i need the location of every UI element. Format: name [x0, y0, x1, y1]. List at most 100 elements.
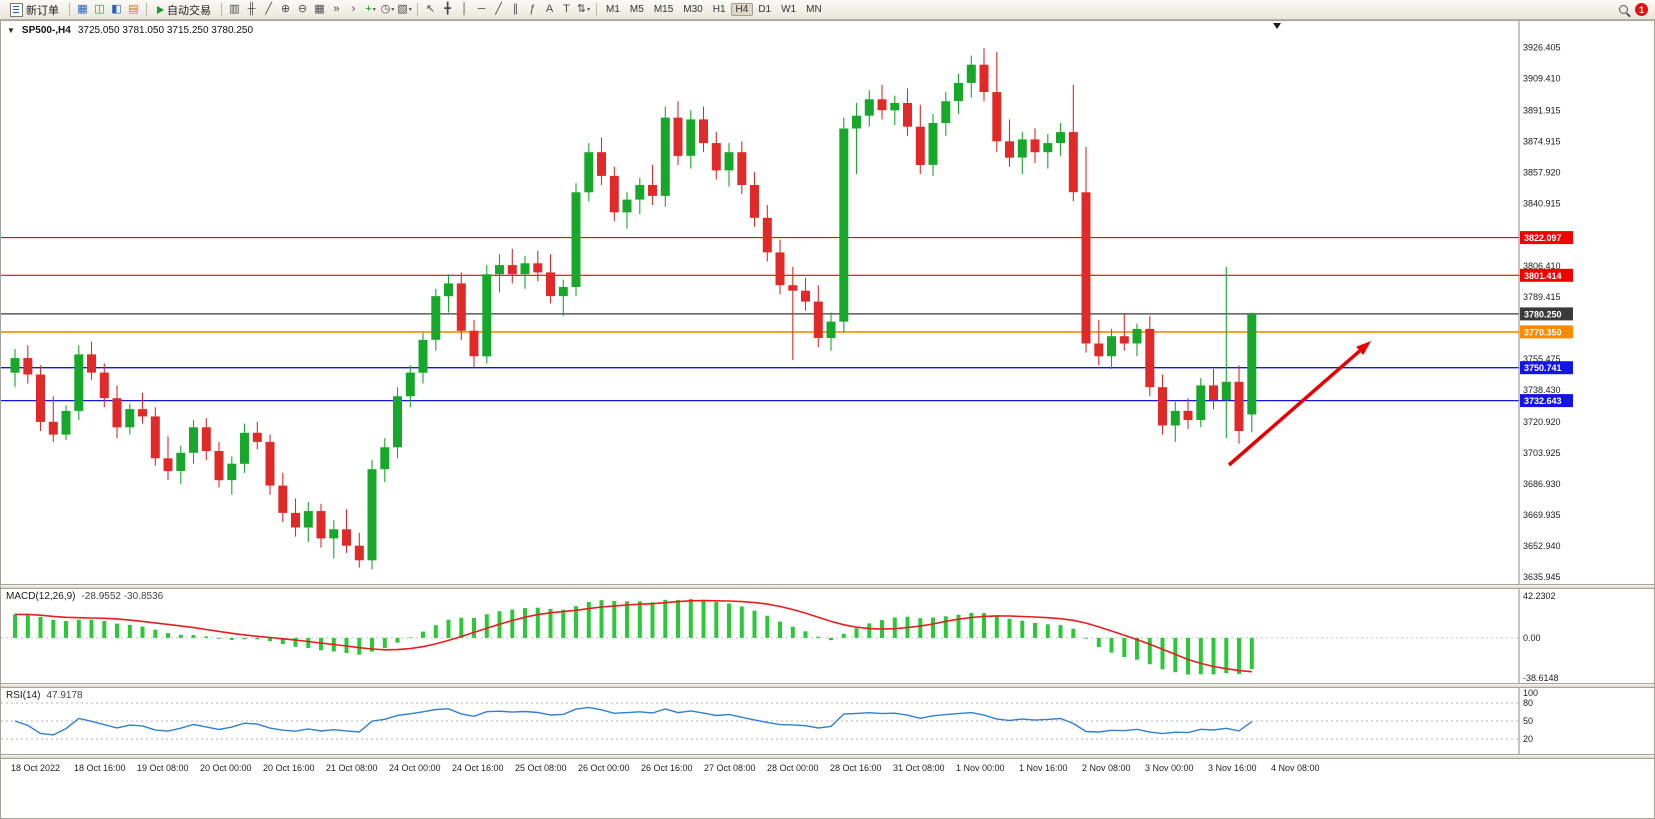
time-label: 20 Oct 16:00: [263, 763, 315, 773]
svg-text:3703.925: 3703.925: [1523, 448, 1561, 458]
search-icon[interactable]: [1619, 5, 1628, 14]
chart-window: 3926.405 3909.410 3891.915 3874.915 3857.920…: [0, 20, 1655, 819]
time-label: 18 Oct 2022: [11, 763, 61, 773]
bar-chart-icon[interactable]: ▥: [229, 3, 240, 15]
svg-text:3770.350: 3770.350: [1524, 327, 1562, 337]
svg-text:3732.643: 3732.643: [1524, 396, 1562, 406]
toolbar-separator: [69, 3, 70, 16]
autotrading-label: 自动交易: [167, 4, 211, 17]
terminal-icon[interactable]: ▤: [128, 3, 139, 15]
price-chart-panel[interactable]: 3926.405 3909.410 3891.915 3874.915 3857.920…: [1, 21, 1654, 584]
drawing-tools-group: ↖ ╋ │ ─ ╱ ∥ ƒ A T ⇅: [422, 2, 592, 17]
timeframe-button-m5[interactable]: M5: [629, 4, 644, 15]
svg-text:3909.410: 3909.410: [1523, 74, 1561, 84]
svg-text:3669.935: 3669.935: [1523, 510, 1561, 520]
time-label: 18 Oct 16:00: [74, 763, 126, 773]
time-label: 4 Nov 08:00: [1271, 763, 1320, 773]
macd-panel[interactable]: 42.2302 0.00 -38.6148 MACD(12,26,9) -28.955…: [1, 589, 1654, 683]
price-chart-canvas[interactable]: 3926.405 3909.410 3891.915 3874.915 3857.920…: [1, 21, 1654, 584]
arrows-tool-icon[interactable]: ⇅: [575, 2, 592, 17]
autotrading-button[interactable]: 自动交易: [151, 0, 217, 20]
svg-text:42.2302: 42.2302: [1523, 591, 1556, 601]
panel-separator-bottom[interactable]: [1, 754, 1654, 759]
time-label: 1 Nov 16:00: [1019, 763, 1068, 773]
svg-text:3801.414: 3801.414: [1524, 271, 1562, 281]
time-label: 28 Oct 00:00: [767, 763, 819, 773]
trendline-icon[interactable]: ╱: [495, 3, 502, 15]
timeframe-button-h4[interactable]: H4: [730, 3, 754, 16]
svg-text:3926.405: 3926.405: [1523, 43, 1561, 53]
toolbar-separator: [221, 3, 222, 16]
template-dropdown-icon[interactable]: ▧: [396, 2, 413, 17]
timeframe-button-d1[interactable]: D1: [758, 4, 772, 15]
tile-windows-icon[interactable]: ▦: [314, 3, 325, 15]
time-label: 31 Oct 08:00: [893, 763, 945, 773]
macd-canvas[interactable]: 42.2302 0.00 -38.6148: [1, 589, 1654, 683]
chart-shift-icon[interactable]: ›: [351, 3, 356, 15]
panel-separator-rsi[interactable]: [1, 683, 1654, 688]
period-dropdown-icon[interactable]: ◷: [379, 2, 396, 17]
zoom-out-icon[interactable]: ⊖: [297, 3, 308, 15]
timeframe-button-w1[interactable]: W1: [781, 4, 797, 15]
window-icons-group: ▦ ◫ ◧ ▤: [74, 2, 142, 17]
crosshair-icon[interactable]: ╋: [444, 3, 451, 15]
time-axis[interactable]: 18 Oct 2022 18 Oct 16:00 19 Oct 08:00 20 Oc…: [1, 759, 1654, 779]
autotrading-play-icon: [157, 5, 164, 14]
svg-text:3806.410: 3806.410: [1523, 261, 1561, 271]
timeframe-button-m15[interactable]: M15: [653, 4, 674, 15]
new-order-button[interactable]: 新订单: [4, 0, 65, 20]
toolbar-right-group: 1: [1619, 3, 1651, 16]
horizontal-line-icon[interactable]: ─: [477, 3, 486, 15]
candlestick-chart-icon[interactable]: ╫: [247, 3, 256, 15]
panel-separator-macd[interactable]: [1, 584, 1654, 589]
insert-indicator-icon[interactable]: +: [362, 2, 379, 17]
auto-scroll-icon[interactable]: »: [333, 3, 340, 15]
timeframe-button-m30[interactable]: M30: [683, 4, 703, 15]
toolbar-separator: [417, 3, 418, 16]
toolbar: 新订单 ▦◫◧▤ 自动交易 ▥╫╱⊕⊖▦»›+◷▧ ↖╋│─╱∥ƒAT⇅ M1M…: [0, 0, 1655, 20]
svg-text:20: 20: [1523, 734, 1533, 744]
time-label: 3 Nov 00:00: [1145, 763, 1194, 773]
navigator-icon[interactable]: ◧: [111, 3, 122, 15]
market-watch-icon[interactable]: ▦: [77, 3, 88, 15]
svg-text:3686.930: 3686.930: [1523, 479, 1561, 489]
time-label: 20 Oct 00:00: [200, 763, 252, 773]
timeframe-button-h1[interactable]: H1: [712, 4, 726, 15]
cursor-icon[interactable]: ↖: [425, 3, 436, 15]
svg-text:3857.920: 3857.920: [1523, 167, 1561, 177]
time-label: 28 Oct 16:00: [830, 763, 882, 773]
svg-text:3891.915: 3891.915: [1523, 105, 1561, 115]
svg-text:3874.915: 3874.915: [1523, 136, 1561, 146]
new-order-icon: [10, 2, 23, 17]
svg-text:100: 100: [1523, 688, 1538, 698]
toolbar-separator: [146, 3, 147, 16]
vertical-line-icon[interactable]: │: [461, 3, 468, 15]
time-label: 1 Nov 00:00: [956, 763, 1005, 773]
new-order-label: 新订单: [26, 4, 59, 17]
svg-text:3780.250: 3780.250: [1524, 309, 1562, 319]
zoom-in-icon[interactable]: ⊕: [280, 3, 291, 15]
time-label: 26 Oct 00:00: [578, 763, 630, 773]
notification-badge[interactable]: 1: [1635, 3, 1648, 16]
time-label: 26 Oct 16:00: [641, 763, 693, 773]
channel-icon[interactable]: ∥: [512, 3, 519, 15]
time-label: 24 Oct 16:00: [452, 763, 504, 773]
timeframe-group: M1 M5 M15 M30 H1 H4 D1 W1 MN: [601, 3, 827, 16]
svg-text:50: 50: [1523, 716, 1533, 726]
svg-text:3652.940: 3652.940: [1523, 541, 1561, 551]
data-window-icon[interactable]: ◫: [94, 3, 105, 15]
text-icon[interactable]: A: [545, 3, 554, 15]
fibonacci-icon[interactable]: ƒ: [529, 3, 536, 15]
label-icon[interactable]: T: [563, 3, 570, 15]
time-label: 2 Nov 08:00: [1082, 763, 1131, 773]
timeframe-button-m1[interactable]: M1: [606, 4, 620, 15]
timeframe-button-mn[interactable]: MN: [806, 4, 822, 15]
time-label: 25 Oct 08:00: [515, 763, 567, 773]
line-chart-icon[interactable]: ╱: [265, 3, 272, 15]
svg-text:3755.475: 3755.475: [1523, 354, 1561, 364]
rsi-panel[interactable]: 100 80 50 20 RSI(14) 47.9178: [1, 688, 1654, 754]
svg-text:3635.945: 3635.945: [1523, 572, 1561, 582]
chart-shift-marker[interactable]: [1273, 23, 1281, 29]
